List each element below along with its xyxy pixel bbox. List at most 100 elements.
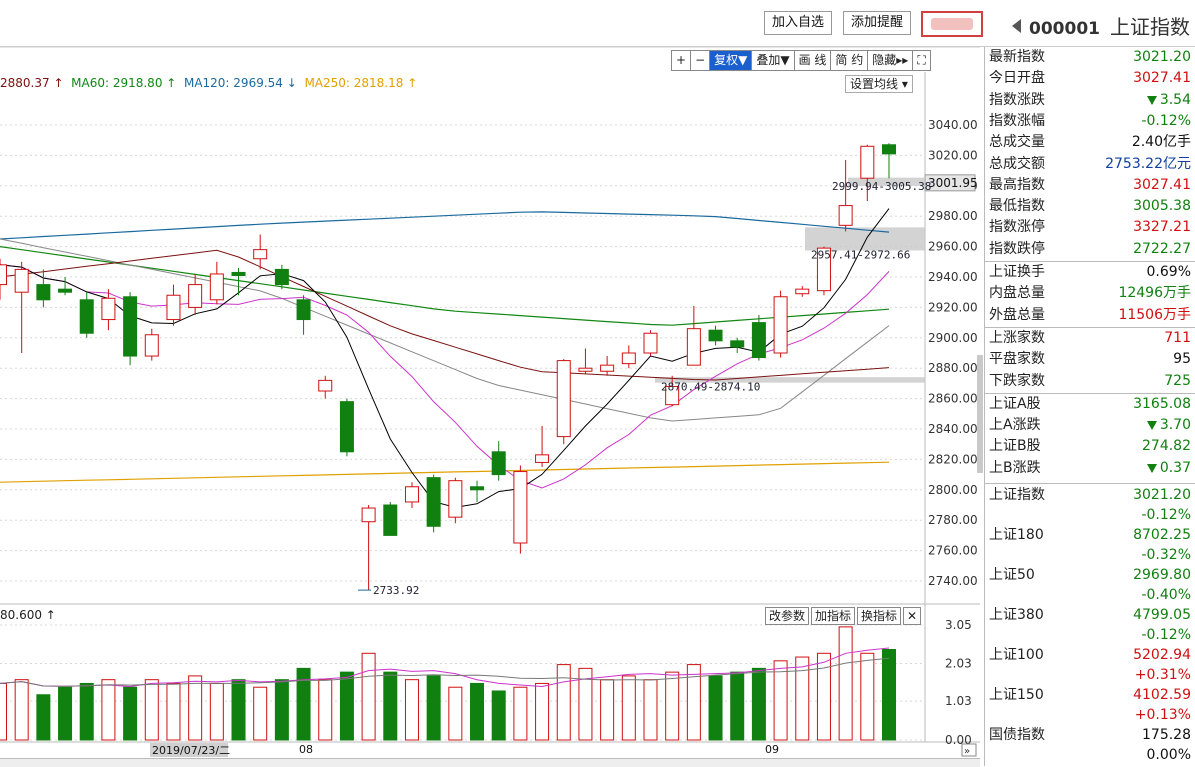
stat-row: 指数跌停 2722.27 [989,239,1191,260]
index-row[interactable]: 上证100 5202.94 [989,645,1191,666]
add-alert-button[interactable]: 添加提醒 [843,11,912,35]
volume-bar [166,682,181,741]
index-row[interactable]: 上证180 8702.25 [989,525,1191,546]
indicator-tabs-strip[interactable] [0,758,980,767]
stat-label: 平盘家数 [989,351,1045,368]
stat-label: 上A涨跌 [989,417,1041,434]
stat-label: 上B涨跌 [989,459,1041,476]
index-label: 上证100 [989,647,1044,663]
candle-body [708,329,723,342]
draw-line-button[interactable]: 画 线 [793,50,832,71]
volume-bar [556,664,571,741]
stat-value: 11506万手 [1118,306,1191,323]
change-params-button[interactable]: 改参数 [765,607,810,625]
simple-button[interactable]: 简 约 [830,50,869,71]
candle-body [404,486,419,503]
volume-bar [404,679,419,741]
volume-bar [253,686,268,741]
kline-chart[interactable]: 3040.00 3020.00 3000.00 2980.00 2960.00 2940.… [0,0,980,766]
add-indicator-button[interactable]: 加指标 [811,607,856,625]
stat-label: 指数跌停 [989,240,1045,257]
switch-indicator-button[interactable]: 换指标 [857,607,902,625]
index-row[interactable]: 国债指数 175.28 [989,725,1191,746]
stat-value: 274.82 [1142,438,1191,455]
candle-body [101,297,116,321]
ma120-label: MA120: 2969.54 ↓ [183,76,297,90]
stat-label: 指数涨跌 [989,91,1045,108]
stat-value: 2.40亿手 [1131,134,1191,151]
stat-label: 下跌家数 [989,372,1045,389]
stat-row: 最低指数 3005.38 [989,196,1191,217]
stat-value: 3021.20 [1133,49,1191,65]
stat-row: 上证换手 0.69% [989,262,1191,283]
overlay-button[interactable]: 叠加▼ [751,50,795,71]
volume-bar [0,682,7,741]
volume-bar [535,682,550,741]
volume-tick-label: 3.05 [945,618,972,632]
candle-body [123,296,138,357]
close-indicator-button[interactable]: ✕ [903,607,922,625]
right-scrollbar[interactable] [977,355,983,473]
ma30-line [0,238,890,422]
ma10-line [0,264,890,489]
stat-value: -0.12% [1141,112,1191,129]
candle-body [860,145,875,179]
symbol-name: 上证指数 [1109,15,1190,39]
ma-settings-dropdown[interactable]: 设置均线 ▾ [845,75,913,93]
index-change: +0.31% [1134,667,1191,683]
volume-bar [600,679,615,741]
volume-bar [860,652,875,741]
price-tick-label: 2780.00 [928,513,978,527]
stat-label: 上涨家数 [989,329,1045,346]
candle-body [621,352,636,365]
stat-label: 上证换手 [989,264,1045,280]
add-watchlist-button[interactable]: 加入自选 [764,11,833,35]
volume-legend: 80.600 ↑ [0,608,56,622]
fullscreen-icon[interactable]: ⛶ [912,50,931,71]
candle-body [274,268,289,286]
price-tick-label: 2940.00 [928,270,978,284]
stat-value: 0.69% [1146,264,1191,280]
stat-value: 0.37 [1146,458,1191,479]
index-label: 上证50 [989,567,1035,583]
candle-body [79,299,94,334]
index-label: 上证指数 [989,487,1045,503]
price-tick-label: 2820.00 [928,452,978,466]
stat-row: 上涨家数 711 [989,328,1191,349]
stat-label: 上证A股 [989,395,1041,412]
candle-body [773,296,788,354]
stat-row: 平盘家数 95 [989,349,1191,370]
volume-bar [58,686,73,741]
ma5-line [0,208,890,508]
index-row[interactable]: 上证150 4102.59 [989,685,1191,706]
index-row[interactable]: 上证380 4799.05 [989,605,1191,626]
down-arrow-icon [1146,95,1157,105]
zoom-out-button[interactable]: − [690,50,711,71]
price-tick-label: 3040.00 [928,118,978,132]
index-row[interactable]: 上证50 2969.80 [989,565,1191,586]
volume-bar [144,679,159,741]
stat-value: 2753.22亿元 [1105,155,1191,172]
index-change-row: -0.40% [989,585,1191,606]
fuquan-button[interactable]: 复权▼ [709,50,753,71]
hide-button[interactable]: 隐藏▸▸ [867,50,914,71]
index-change: -0.40% [1141,587,1191,603]
stat-label: 上证B股 [989,438,1041,455]
index-row[interactable]: 上证指数 3021.20 [989,485,1191,506]
price-tick-label: 3000.00 [928,179,978,193]
zoom-in-button[interactable]: + [671,50,692,71]
account-button[interactable] [921,11,983,37]
low-annotation: 2733.92 [373,584,419,597]
candle-body [58,288,73,293]
stat-value: 3.70 [1146,415,1191,436]
volume-bar [209,682,224,741]
index-value: 5202.94 [1133,647,1191,663]
stat-label: 最新指数 [989,49,1045,65]
stat-value: 3165.08 [1133,395,1191,412]
candle-body [686,328,701,366]
stat-label: 指数涨幅 [989,112,1045,129]
candle-body [253,249,268,260]
candle-body [665,385,680,406]
prev-arrow-icon[interactable] [1012,19,1021,33]
stat-value: 95 [1173,351,1191,368]
